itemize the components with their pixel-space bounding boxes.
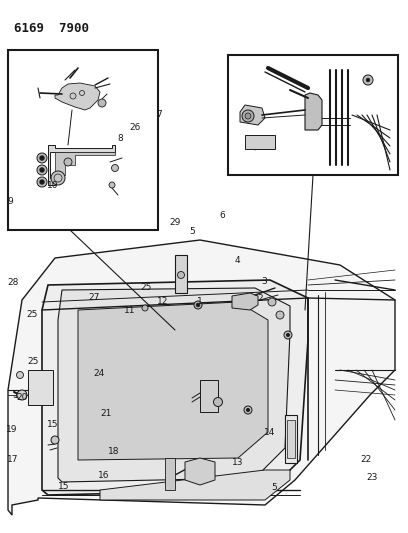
- Circle shape: [246, 408, 250, 411]
- Circle shape: [51, 436, 59, 444]
- Circle shape: [16, 372, 24, 378]
- Circle shape: [98, 99, 106, 107]
- Text: 12: 12: [157, 297, 168, 305]
- Circle shape: [109, 182, 115, 188]
- Polygon shape: [58, 288, 290, 482]
- Circle shape: [51, 171, 65, 185]
- Text: 13: 13: [232, 458, 243, 467]
- Text: 5: 5: [190, 228, 195, 236]
- Circle shape: [366, 78, 370, 82]
- Polygon shape: [55, 83, 100, 110]
- Text: 22: 22: [361, 455, 372, 464]
- Circle shape: [37, 165, 47, 175]
- Text: 11: 11: [124, 306, 135, 314]
- Bar: [228, 55, 398, 175]
- Circle shape: [16, 392, 24, 399]
- Text: 25: 25: [140, 284, 152, 292]
- Text: 25: 25: [28, 357, 39, 366]
- Bar: [28, 370, 53, 405]
- Text: 6169  7900: 6169 7900: [14, 22, 89, 35]
- Text: 15: 15: [47, 421, 58, 429]
- Bar: [285, 415, 297, 463]
- Bar: [175, 255, 187, 293]
- Circle shape: [286, 334, 290, 336]
- Text: 10: 10: [47, 181, 59, 190]
- Polygon shape: [185, 458, 215, 485]
- Text: 5: 5: [271, 483, 277, 491]
- Text: 2: 2: [257, 294, 263, 303]
- Polygon shape: [165, 458, 175, 490]
- Polygon shape: [78, 302, 268, 460]
- Text: 21: 21: [100, 409, 112, 418]
- Bar: [287, 420, 295, 458]
- Polygon shape: [8, 240, 395, 515]
- Text: 6: 6: [220, 211, 225, 220]
- Text: 29: 29: [169, 219, 180, 227]
- Circle shape: [363, 75, 373, 85]
- Text: 1: 1: [197, 297, 203, 305]
- Circle shape: [242, 110, 254, 122]
- Text: 18: 18: [108, 448, 119, 456]
- Text: 8: 8: [118, 134, 123, 143]
- Polygon shape: [232, 293, 258, 310]
- Text: 23: 23: [366, 473, 378, 481]
- Bar: [245, 135, 275, 149]
- Text: 27: 27: [88, 293, 100, 302]
- Text: 14: 14: [264, 429, 275, 437]
- Text: 17: 17: [7, 456, 18, 464]
- Bar: [8, 50, 158, 230]
- Text: 25: 25: [26, 310, 38, 319]
- Circle shape: [37, 153, 47, 163]
- Circle shape: [177, 271, 184, 279]
- Bar: [200, 380, 218, 412]
- Circle shape: [40, 167, 44, 173]
- Circle shape: [284, 331, 292, 339]
- Circle shape: [80, 91, 84, 95]
- Text: 4: 4: [235, 256, 240, 264]
- Polygon shape: [305, 93, 322, 130]
- Text: 28: 28: [7, 278, 19, 287]
- Circle shape: [142, 305, 148, 311]
- Circle shape: [276, 311, 284, 319]
- Text: 9: 9: [7, 197, 13, 206]
- Circle shape: [40, 180, 44, 184]
- Circle shape: [213, 398, 222, 407]
- Circle shape: [17, 390, 27, 400]
- Text: 7: 7: [156, 110, 162, 119]
- Polygon shape: [240, 105, 265, 125]
- Text: 24: 24: [93, 369, 104, 377]
- Circle shape: [70, 93, 76, 99]
- Circle shape: [37, 177, 47, 187]
- Circle shape: [244, 406, 252, 414]
- Polygon shape: [42, 280, 308, 495]
- Text: 26: 26: [129, 124, 140, 132]
- Polygon shape: [48, 145, 115, 185]
- Circle shape: [194, 301, 202, 309]
- Text: 15: 15: [58, 482, 69, 490]
- Circle shape: [196, 303, 200, 307]
- Text: 19: 19: [6, 425, 17, 433]
- Polygon shape: [100, 470, 290, 500]
- Circle shape: [40, 156, 44, 160]
- Text: 20: 20: [16, 393, 27, 401]
- Text: 3: 3: [262, 277, 267, 286]
- Circle shape: [64, 158, 72, 166]
- Circle shape: [245, 113, 251, 119]
- Circle shape: [111, 165, 118, 172]
- Text: 16: 16: [98, 472, 110, 480]
- Circle shape: [268, 298, 276, 306]
- Polygon shape: [55, 152, 115, 175]
